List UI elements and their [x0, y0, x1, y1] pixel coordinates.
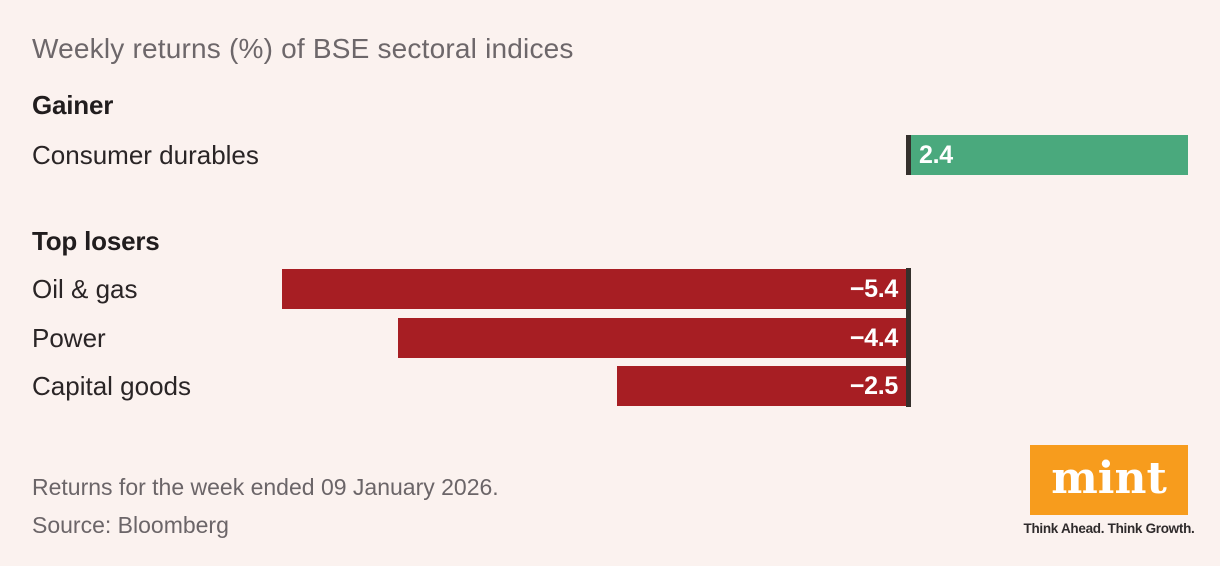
- category-label: Consumer durables: [32, 139, 259, 170]
- mint-logo: mint: [1030, 445, 1188, 515]
- chart-footer: Returns for the week ended 09 January 20…: [32, 468, 499, 544]
- footnote: Returns for the week ended 09 January 20…: [32, 474, 499, 500]
- section-heading: Top losers: [32, 226, 160, 256]
- bar-power: −4.4: [398, 318, 906, 358]
- source-credit: Source: Bloomberg: [32, 512, 229, 538]
- category-label: Power: [32, 322, 106, 353]
- mint-logo-tagline: Think Ahead. Think Growth.: [1023, 521, 1195, 536]
- bar-value-label: −4.4: [849, 323, 898, 352]
- section-heading: Gainer: [32, 90, 114, 120]
- baseline-axis: [906, 135, 911, 175]
- bar-consumer-durables: 2.4: [911, 135, 1188, 175]
- bar-oil-gas: −5.4: [282, 269, 906, 309]
- category-label: Capital goods: [32, 370, 191, 401]
- baseline-axis: [906, 268, 911, 407]
- bar-capital-goods: −2.5: [617, 366, 906, 406]
- bar-value-label: −2.5: [849, 371, 898, 400]
- chart-title: Weekly returns (%) of BSE sectoral indic…: [32, 33, 574, 64]
- category-label: Oil & gas: [32, 273, 138, 304]
- bar-value-label: −5.4: [849, 274, 898, 303]
- bar-value-label: 2.4: [919, 140, 953, 169]
